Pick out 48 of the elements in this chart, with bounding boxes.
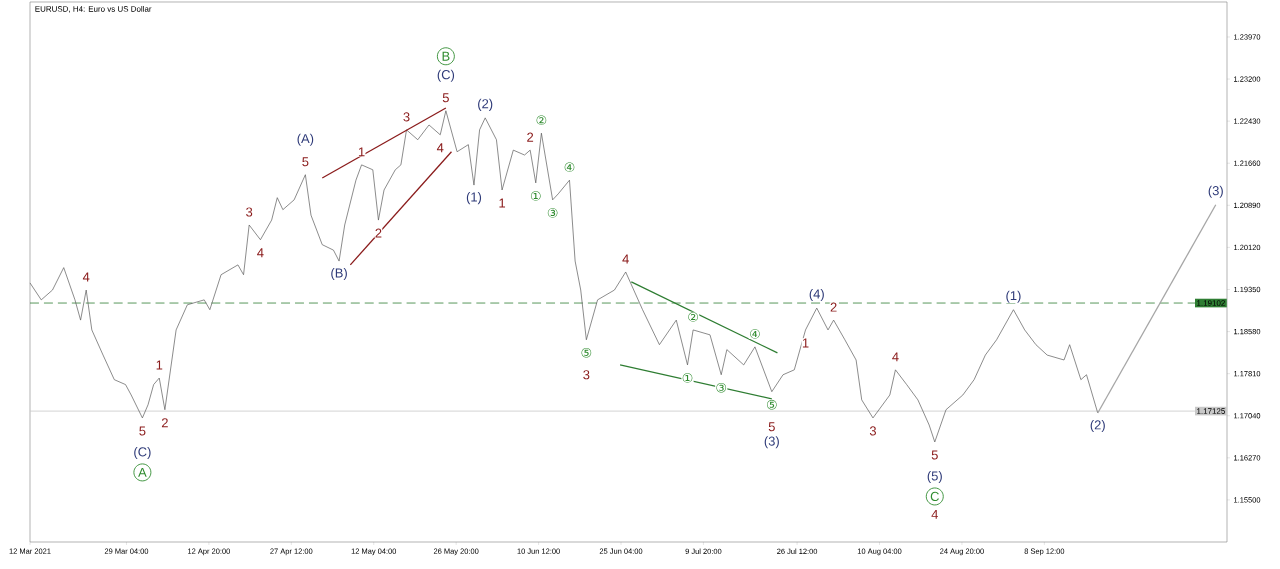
annotation: 4 bbox=[257, 248, 264, 258]
annotation: (A) bbox=[297, 133, 314, 146]
annotation: (4) bbox=[809, 289, 824, 302]
annotation: C bbox=[930, 491, 939, 502]
annotation: 1 bbox=[156, 360, 163, 370]
annotation: ① bbox=[682, 373, 693, 383]
annotation: 5 bbox=[302, 157, 309, 167]
annotation: 4 bbox=[436, 143, 444, 153]
annotation: (B) bbox=[331, 268, 347, 281]
annotation: (3) bbox=[764, 436, 779, 449]
annotation: 3 bbox=[869, 426, 876, 436]
annotation: (2) bbox=[478, 98, 493, 111]
annotation: ④ bbox=[750, 329, 760, 339]
annotation: ② bbox=[688, 312, 698, 322]
annotation: B bbox=[442, 51, 450, 61]
annotation: (5) bbox=[927, 470, 942, 484]
annotation: 5 bbox=[139, 426, 146, 436]
annotation: (2) bbox=[1090, 419, 1105, 433]
annotation: 3 bbox=[583, 370, 590, 380]
annotation: (1) bbox=[1006, 290, 1021, 303]
annotation: 2 bbox=[375, 228, 382, 238]
annotation: 2 bbox=[161, 418, 168, 428]
annotation: 5 bbox=[768, 422, 775, 432]
annotation: ③ bbox=[716, 382, 727, 393]
annotation: 3 bbox=[246, 207, 253, 217]
annotation: 4 bbox=[82, 272, 90, 282]
annotation: (3) bbox=[1208, 185, 1223, 198]
annotation: ② bbox=[536, 115, 547, 126]
annotation: (1) bbox=[466, 192, 482, 205]
annotation: 4 bbox=[892, 352, 899, 362]
annotation: 4 bbox=[931, 509, 938, 519]
annotation: 2 bbox=[527, 132, 534, 142]
annotation: ③ bbox=[547, 208, 558, 218]
annotation: A bbox=[138, 467, 147, 477]
annotation: (C) bbox=[134, 446, 151, 459]
annotation: ① bbox=[530, 191, 541, 201]
annotation: 1 bbox=[802, 338, 809, 348]
annotation: 5 bbox=[931, 450, 938, 460]
annotation: 1 bbox=[499, 198, 506, 208]
annotation: (C) bbox=[437, 69, 455, 82]
annotation: 4 bbox=[622, 254, 629, 264]
annotation: ⑤ bbox=[766, 399, 777, 410]
annotation: 1 bbox=[358, 147, 365, 157]
annotation: 3 bbox=[403, 112, 410, 122]
annotation: ④ bbox=[564, 162, 575, 173]
annotation: ⑤ bbox=[581, 347, 592, 358]
annotation: 5 bbox=[442, 93, 449, 103]
annotation: 2 bbox=[830, 302, 837, 312]
